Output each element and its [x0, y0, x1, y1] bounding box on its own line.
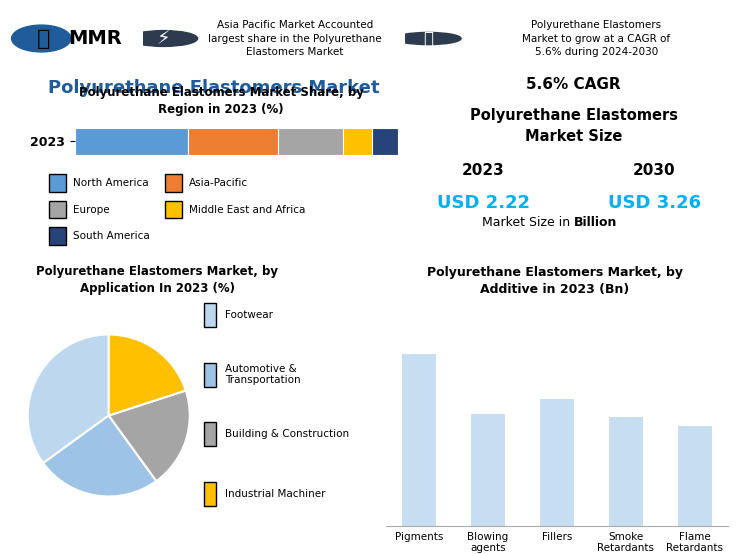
Text: Polyurethane Elastomers Market, by
Additive in 2023 (Bn): Polyurethane Elastomers Market, by Addit… — [427, 266, 683, 296]
Text: MMR: MMR — [68, 29, 122, 48]
Text: Asia-Pacific: Asia-Pacific — [189, 178, 248, 188]
Text: Polyurethane Elastomers
Market Size: Polyurethane Elastomers Market Size — [470, 108, 678, 144]
FancyBboxPatch shape — [49, 174, 66, 192]
Text: South America: South America — [74, 231, 150, 241]
Text: Asia Pacific Market Accounted
largest share in the Polyurethane
Elastomers Marke: Asia Pacific Market Accounted largest sh… — [208, 20, 382, 57]
Wedge shape — [109, 335, 186, 416]
Bar — [188, 127, 278, 155]
Text: ⚡: ⚡ — [157, 29, 170, 48]
Wedge shape — [44, 416, 156, 496]
Circle shape — [11, 25, 71, 52]
Text: Polyurethane Elastomers Market Share, by
Region in 2023 (%): Polyurethane Elastomers Market Share, by… — [79, 86, 364, 116]
FancyBboxPatch shape — [49, 227, 66, 245]
FancyBboxPatch shape — [204, 482, 216, 506]
Circle shape — [395, 33, 461, 45]
FancyBboxPatch shape — [204, 363, 216, 387]
FancyBboxPatch shape — [49, 201, 66, 218]
Text: Europe: Europe — [74, 204, 110, 214]
Wedge shape — [28, 335, 109, 463]
Bar — [343, 127, 372, 155]
Text: North America: North America — [74, 178, 148, 188]
Text: Polyurethane Elastomers
Market to grow at a CAGR of
5.6% during 2024-2030: Polyurethane Elastomers Market to grow a… — [522, 20, 670, 57]
Bar — [372, 127, 398, 155]
Text: Building & Construction: Building & Construction — [225, 429, 349, 439]
Text: 2023: 2023 — [462, 162, 505, 178]
Bar — [608, 417, 643, 526]
Text: Footwear: Footwear — [225, 310, 273, 320]
Text: Market Size in: Market Size in — [482, 216, 574, 229]
Text: 2030: 2030 — [633, 162, 676, 178]
FancyBboxPatch shape — [204, 422, 216, 446]
Circle shape — [129, 30, 198, 47]
Bar — [471, 414, 506, 526]
Text: 5.6% CAGR: 5.6% CAGR — [526, 77, 621, 92]
Text: 🔥: 🔥 — [423, 29, 433, 48]
Text: Billion: Billion — [574, 216, 617, 229]
Bar — [540, 399, 574, 526]
Bar — [75, 127, 188, 155]
Text: USD 2.22: USD 2.22 — [437, 194, 530, 212]
Text: Polyurethane Elastomers Market, by
Application In 2023 (%): Polyurethane Elastomers Market, by Appli… — [37, 265, 278, 295]
FancyBboxPatch shape — [204, 303, 216, 327]
Text: 🌍: 🌍 — [38, 28, 51, 49]
Bar — [278, 127, 343, 155]
Text: Automotive &
Transportation: Automotive & Transportation — [225, 364, 301, 386]
Wedge shape — [109, 391, 190, 481]
Bar — [677, 427, 712, 526]
FancyBboxPatch shape — [165, 174, 182, 192]
Text: Industrial Machiner: Industrial Machiner — [225, 489, 326, 499]
Text: Middle East and Africa: Middle East and Africa — [189, 204, 306, 214]
Text: USD 3.26: USD 3.26 — [608, 194, 701, 212]
Bar — [402, 353, 436, 526]
Text: Polyurethane Elastomers Market: Polyurethane Elastomers Market — [48, 79, 380, 97]
FancyBboxPatch shape — [165, 201, 182, 218]
